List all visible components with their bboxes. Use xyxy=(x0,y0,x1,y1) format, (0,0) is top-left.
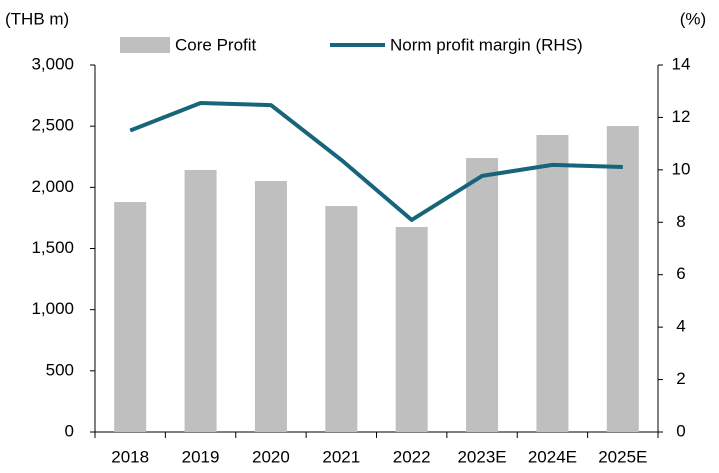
bar xyxy=(466,157,499,432)
y2-tick-label: 4 xyxy=(676,317,685,336)
y2-tick-label: 14 xyxy=(672,54,691,73)
bar xyxy=(395,226,428,432)
x-tick-label: 2019 xyxy=(182,447,220,466)
y2-tick-label: 2 xyxy=(676,369,685,388)
x-tick-label: 2021 xyxy=(322,447,360,466)
x-tick-label: 2018 xyxy=(111,447,149,466)
bar xyxy=(536,134,569,432)
bar xyxy=(184,169,217,432)
x-tick-label: 2024E xyxy=(528,447,577,466)
bar xyxy=(606,126,639,432)
y2-tick-label: 6 xyxy=(676,264,685,283)
y2-tick-label: 12 xyxy=(672,107,691,126)
line xyxy=(129,101,623,222)
y2-tick-label: 8 xyxy=(676,212,685,231)
bar xyxy=(254,180,287,432)
x-tick-label: 2020 xyxy=(252,447,290,466)
legend-swatch xyxy=(120,37,170,53)
bar xyxy=(325,206,358,432)
y-tick-label: 0 xyxy=(65,421,74,440)
legend-label: Norm profit margin (RHS) xyxy=(390,35,583,54)
y2-tick-label: 10 xyxy=(672,159,691,178)
bar xyxy=(114,202,147,432)
legend-label: Core Profit xyxy=(175,35,257,54)
x-tick-label: 2022 xyxy=(393,447,431,466)
y2-tick-label: 0 xyxy=(676,421,685,440)
y2-axis-label: (%) xyxy=(680,9,706,28)
y-tick-label: 3,000 xyxy=(31,54,74,73)
y-tick-label: 2,500 xyxy=(31,116,74,135)
y-axis-label: (THB m) xyxy=(5,9,69,28)
y-tick-label: 1,500 xyxy=(31,238,74,257)
y-tick-label: 1,000 xyxy=(31,299,74,318)
x-tick-label: 2023E xyxy=(457,447,506,466)
y-tick-label: 2,000 xyxy=(31,177,74,196)
x-tick-label: 2025E xyxy=(598,447,647,466)
y-tick-label: 500 xyxy=(46,360,74,379)
